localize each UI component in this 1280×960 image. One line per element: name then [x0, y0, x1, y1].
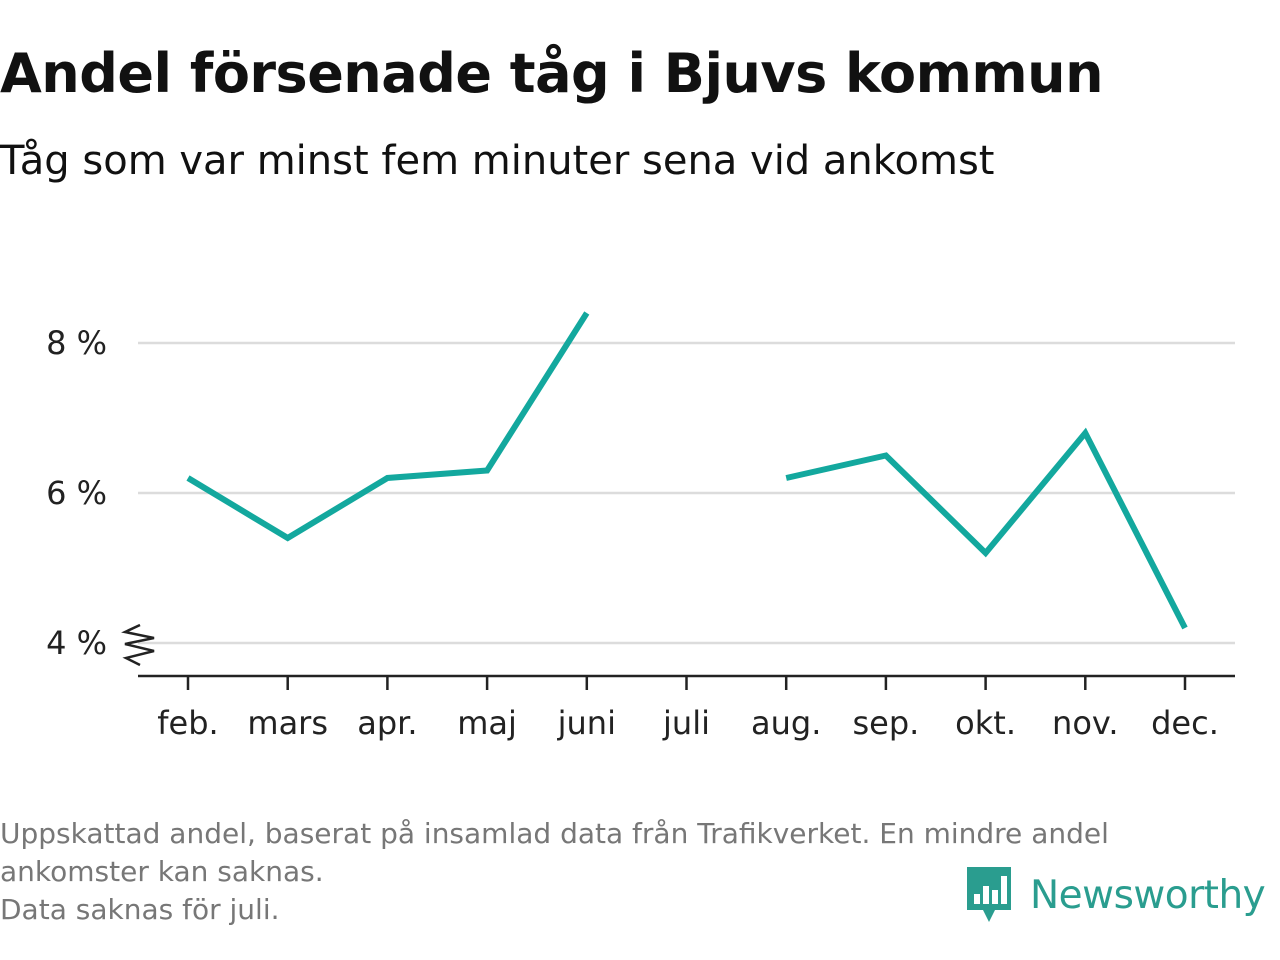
axis-break-icon: [121, 623, 155, 667]
gridlines: [138, 341, 1235, 645]
x-tick-label: aug.: [751, 704, 821, 742]
y-tick-label: 8 %: [46, 324, 107, 362]
series-line: [785, 427, 1188, 630]
x-tick-label: okt.: [955, 704, 1016, 742]
brand-logo: Newsworthy: [964, 864, 1266, 926]
footnote-line-1: Uppskattad andel, baserat på insamlad da…: [0, 817, 1109, 850]
series-lines: [186, 311, 1188, 630]
y-tick-label: 4 %: [46, 624, 107, 662]
footnote: Uppskattad andel, baserat på insamlad da…: [0, 815, 1270, 929]
x-tick-label: sep.: [852, 704, 919, 742]
footnote-line-2: ankomster kan saknas.: [0, 855, 324, 888]
x-tick-label: nov.: [1052, 704, 1118, 742]
chart-title: Andel försenade tåg i Bjuvs kommun: [0, 42, 1104, 105]
line-chart: 4 % 6 % 8 % feb. mars apr. maj juni juli aug. sep…: [46, 311, 1235, 742]
y-axis-tick-labels: 4 % 6 % 8 %: [46, 324, 107, 662]
chart-subtitle: Tåg som var minst fem minuter sena vid a…: [0, 138, 995, 184]
x-tick-label: feb.: [157, 704, 218, 742]
x-axis-tick-labels: feb. mars apr. maj juni juli aug. sep. okt. nov. d…: [157, 704, 1219, 742]
x-tick-label: mars: [247, 704, 328, 742]
series-line: [186, 311, 590, 542]
x-tick-label: maj: [457, 704, 517, 742]
newsworthy-logo-icon: [967, 867, 1011, 922]
x-tick-label: juni: [557, 704, 616, 742]
footnote-line-3: Data saknas för juli.: [0, 893, 280, 926]
y-tick-label: 6 %: [46, 474, 107, 512]
brand-name: Newsworthy: [1030, 872, 1266, 918]
x-tick-label: dec.: [1151, 704, 1219, 742]
x-tick-label: juli: [662, 704, 710, 742]
x-tick-label: apr.: [357, 704, 417, 742]
x-axis: [121, 623, 1235, 690]
